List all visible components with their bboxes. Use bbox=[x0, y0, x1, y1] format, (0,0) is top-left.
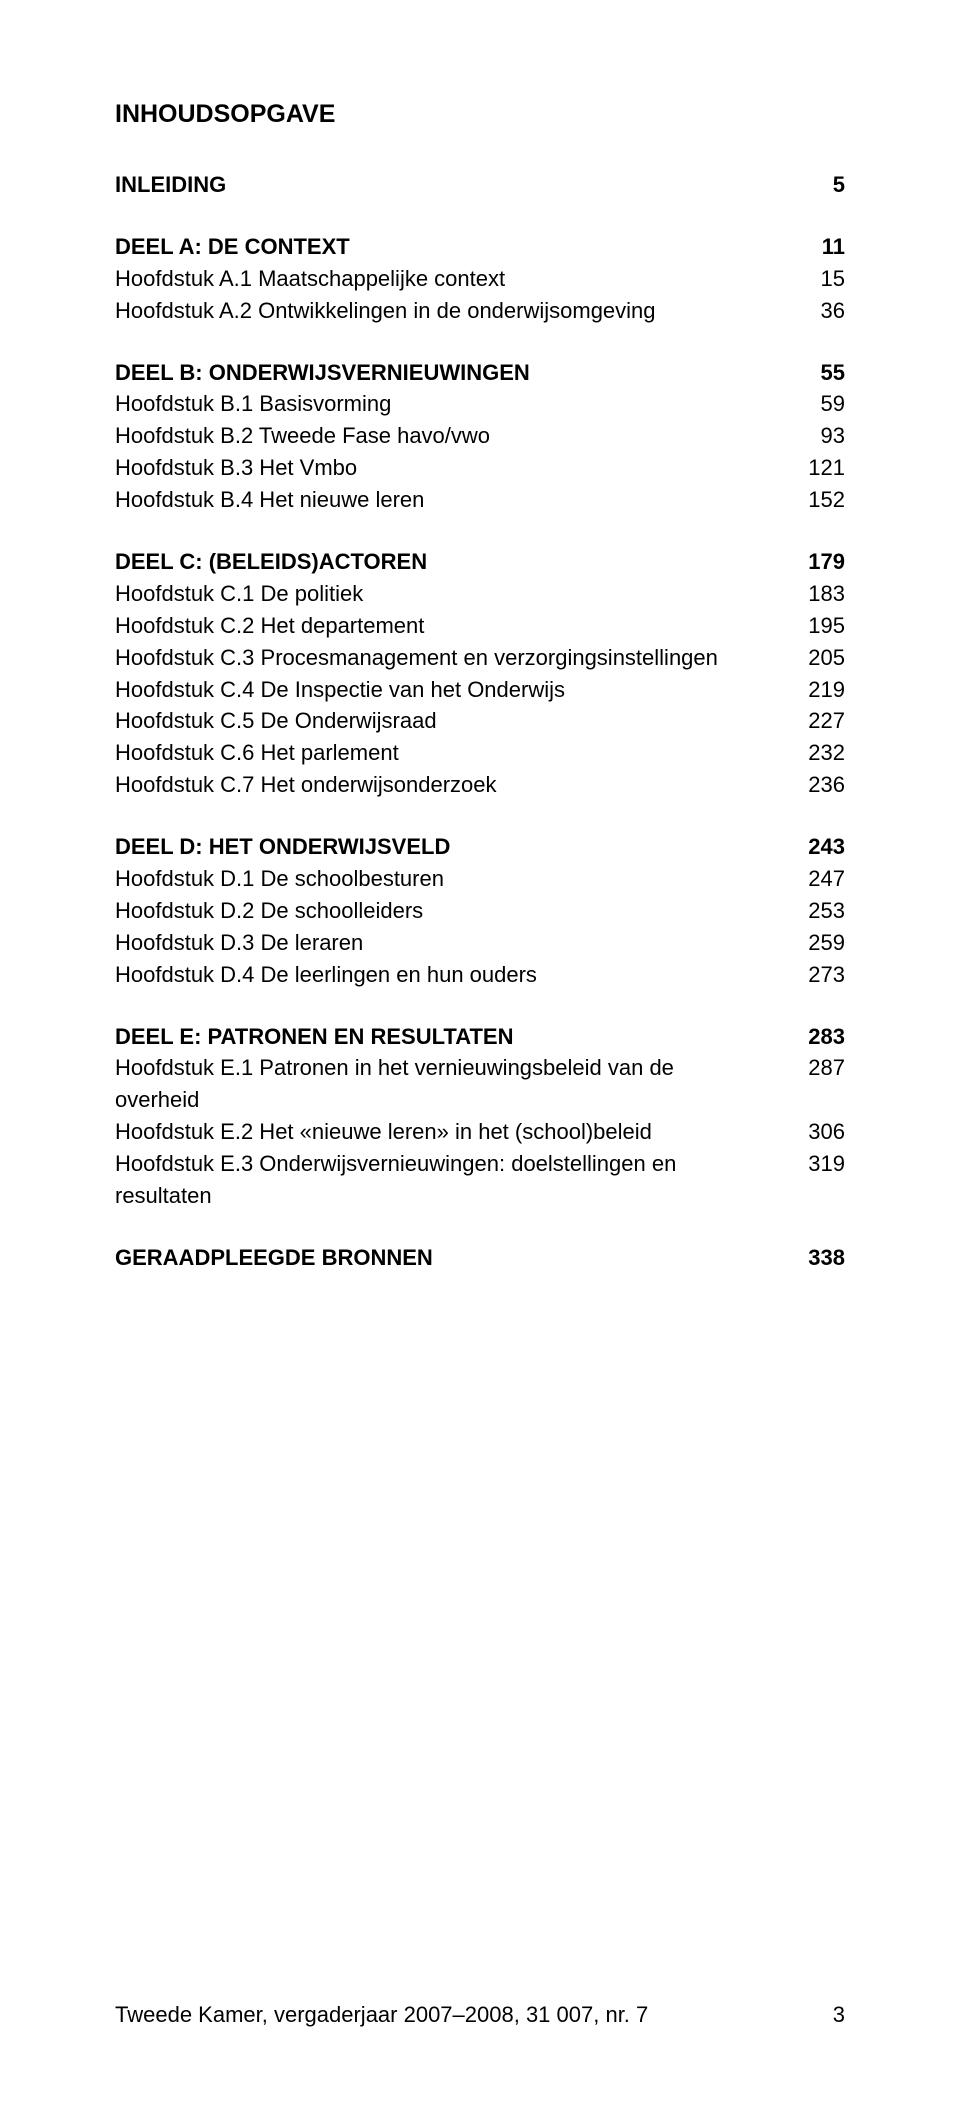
footer-page-number: 3 bbox=[833, 2002, 845, 2028]
toc-row: Hoofdstuk A.1 Maatschappelijke context15 bbox=[115, 263, 845, 295]
toc-entry-label: Hoofdstuk A.2 Ontwikkelingen in de onder… bbox=[115, 295, 795, 327]
toc-entry-label: Hoofdstuk E.1 Patronen in het vernieuwin… bbox=[115, 1052, 795, 1116]
toc-entry-label: DEEL D: HET ONDERWIJSVELD bbox=[115, 831, 795, 863]
toc-entry-label: Hoofdstuk B.2 Tweede Fase havo/vwo bbox=[115, 420, 795, 452]
toc-entry-label: Hoofdstuk B.3 Het Vmbo bbox=[115, 452, 795, 484]
toc-row: Hoofdstuk C.1 De politiek183 bbox=[115, 578, 845, 610]
toc-entry-page: 247 bbox=[795, 863, 845, 895]
toc-entry-label: Hoofdstuk C.5 De Onderwijsraad bbox=[115, 705, 795, 737]
toc-entry-page: 205 bbox=[795, 642, 845, 674]
toc-entry-label: Hoofdstuk D.3 De leraren bbox=[115, 927, 795, 959]
toc-entry-page: 59 bbox=[795, 388, 845, 420]
toc-row: Hoofdstuk D.2 De schoolleiders253 bbox=[115, 895, 845, 927]
toc-row: Hoofdstuk E.3 Onderwijsvernieuwingen: do… bbox=[115, 1148, 845, 1212]
toc-entry-label: INLEIDING bbox=[115, 169, 795, 201]
page-footer: Tweede Kamer, vergaderjaar 2007–2008, 31… bbox=[115, 2002, 845, 2028]
toc-entry-label: Hoofdstuk D.4 De leerlingen en hun ouder… bbox=[115, 959, 795, 991]
toc-row: GERAADPLEEGDE BRONNEN338 bbox=[115, 1242, 845, 1274]
toc-entry-label: Hoofdstuk C.1 De politiek bbox=[115, 578, 795, 610]
toc-row: DEEL D: HET ONDERWIJSVELD243 bbox=[115, 831, 845, 863]
toc-entry-page: 243 bbox=[795, 831, 845, 863]
toc-entry-page: 5 bbox=[795, 169, 845, 201]
toc-row: Hoofdstuk D.1 De schoolbesturen247 bbox=[115, 863, 845, 895]
toc-entry-label: Hoofdstuk E.3 Onderwijsvernieuwingen: do… bbox=[115, 1148, 795, 1212]
toc-entry-page: 227 bbox=[795, 705, 845, 737]
footer-left-text: Tweede Kamer, vergaderjaar 2007–2008, 31… bbox=[115, 2002, 648, 2028]
toc-entry-page: 179 bbox=[795, 546, 845, 578]
toc-entry-page: 55 bbox=[795, 357, 845, 389]
toc-entry-page: 232 bbox=[795, 737, 845, 769]
toc-section: DEEL A: DE CONTEXT11Hoofdstuk A.1 Maatsc… bbox=[115, 231, 845, 327]
toc-entry-label: Hoofdstuk C.4 De Inspectie van het Onder… bbox=[115, 674, 795, 706]
toc-row: Hoofdstuk E.2 Het «nieuwe leren» in het … bbox=[115, 1116, 845, 1148]
toc-entry-page: 93 bbox=[795, 420, 845, 452]
toc-row: DEEL C: (BELEIDS)ACTOREN179 bbox=[115, 546, 845, 578]
toc-row: Hoofdstuk D.4 De leerlingen en hun ouder… bbox=[115, 959, 845, 991]
toc-entry-page: 236 bbox=[795, 769, 845, 801]
toc-entry-page: 121 bbox=[795, 452, 845, 484]
toc-row: Hoofdstuk C.3 Procesmanagement en verzor… bbox=[115, 642, 845, 674]
toc-entry-label: DEEL C: (BELEIDS)ACTOREN bbox=[115, 546, 795, 578]
toc-entry-page: 338 bbox=[795, 1242, 845, 1274]
toc-row: DEEL A: DE CONTEXT11 bbox=[115, 231, 845, 263]
toc-entry-page: 259 bbox=[795, 927, 845, 959]
toc-entry-label: Hoofdstuk E.2 Het «nieuwe leren» in het … bbox=[115, 1116, 795, 1148]
toc-entry-page: 11 bbox=[795, 231, 845, 263]
toc-row: Hoofdstuk E.1 Patronen in het vernieuwin… bbox=[115, 1052, 845, 1116]
toc-entry-page: 287 bbox=[795, 1052, 845, 1084]
toc-container: INLEIDING5DEEL A: DE CONTEXT11Hoofdstuk … bbox=[115, 169, 845, 1274]
toc-entry-page: 183 bbox=[795, 578, 845, 610]
toc-entry-page: 306 bbox=[795, 1116, 845, 1148]
toc-section: GERAADPLEEGDE BRONNEN338 bbox=[115, 1242, 845, 1274]
toc-row: Hoofdstuk A.2 Ontwikkelingen in de onder… bbox=[115, 295, 845, 327]
toc-row: Hoofdstuk C.5 De Onderwijsraad227 bbox=[115, 705, 845, 737]
toc-title: INHOUDSOPGAVE bbox=[115, 100, 845, 129]
toc-row: Hoofdstuk C.2 Het departement195 bbox=[115, 610, 845, 642]
toc-entry-label: Hoofdstuk C.3 Procesmanagement en verzor… bbox=[115, 642, 795, 674]
toc-row: Hoofdstuk B.4 Het nieuwe leren152 bbox=[115, 484, 845, 516]
toc-section: INLEIDING5 bbox=[115, 169, 845, 201]
toc-entry-label: Hoofdstuk D.2 De schoolleiders bbox=[115, 895, 795, 927]
toc-entry-page: 15 bbox=[795, 263, 845, 295]
toc-entry-page: 273 bbox=[795, 959, 845, 991]
toc-entry-label: Hoofdstuk A.1 Maatschappelijke context bbox=[115, 263, 795, 295]
toc-section: DEEL E: PATRONEN EN RESULTATEN283Hoofdst… bbox=[115, 1021, 845, 1212]
toc-entry-label: DEEL A: DE CONTEXT bbox=[115, 231, 795, 263]
toc-entry-page: 36 bbox=[795, 295, 845, 327]
toc-row: Hoofdstuk B.2 Tweede Fase havo/vwo93 bbox=[115, 420, 845, 452]
toc-row: Hoofdstuk C.7 Het onderwijsonderzoek236 bbox=[115, 769, 845, 801]
toc-section: DEEL C: (BELEIDS)ACTOREN179Hoofdstuk C.1… bbox=[115, 546, 845, 801]
toc-row: INLEIDING5 bbox=[115, 169, 845, 201]
toc-entry-label: Hoofdstuk D.1 De schoolbesturen bbox=[115, 863, 795, 895]
toc-entry-page: 152 bbox=[795, 484, 845, 516]
toc-entry-label: Hoofdstuk C.2 Het departement bbox=[115, 610, 795, 642]
toc-row: Hoofdstuk C.6 Het parlement232 bbox=[115, 737, 845, 769]
toc-entry-label: Hoofdstuk C.7 Het onderwijsonderzoek bbox=[115, 769, 795, 801]
toc-row: DEEL B: ONDERWIJSVERNIEUWINGEN55 bbox=[115, 357, 845, 389]
toc-entry-page: 319 bbox=[795, 1148, 845, 1180]
toc-row: DEEL E: PATRONEN EN RESULTATEN283 bbox=[115, 1021, 845, 1053]
toc-section: DEEL B: ONDERWIJSVERNIEUWINGEN55Hoofdstu… bbox=[115, 357, 845, 516]
toc-row: Hoofdstuk D.3 De leraren259 bbox=[115, 927, 845, 959]
toc-section: DEEL D: HET ONDERWIJSVELD243Hoofdstuk D.… bbox=[115, 831, 845, 990]
toc-entry-page: 195 bbox=[795, 610, 845, 642]
toc-row: Hoofdstuk B.1 Basisvorming59 bbox=[115, 388, 845, 420]
toc-entry-page: 283 bbox=[795, 1021, 845, 1053]
toc-entry-label: Hoofdstuk C.6 Het parlement bbox=[115, 737, 795, 769]
toc-entry-label: Hoofdstuk B.4 Het nieuwe leren bbox=[115, 484, 795, 516]
toc-entry-label: DEEL B: ONDERWIJSVERNIEUWINGEN bbox=[115, 357, 795, 389]
toc-row: Hoofdstuk B.3 Het Vmbo121 bbox=[115, 452, 845, 484]
toc-entry-label: GERAADPLEEGDE BRONNEN bbox=[115, 1242, 795, 1274]
toc-row: Hoofdstuk C.4 De Inspectie van het Onder… bbox=[115, 674, 845, 706]
toc-entry-page: 253 bbox=[795, 895, 845, 927]
toc-entry-label: DEEL E: PATRONEN EN RESULTATEN bbox=[115, 1021, 795, 1053]
toc-entry-page: 219 bbox=[795, 674, 845, 706]
toc-entry-label: Hoofdstuk B.1 Basisvorming bbox=[115, 388, 795, 420]
